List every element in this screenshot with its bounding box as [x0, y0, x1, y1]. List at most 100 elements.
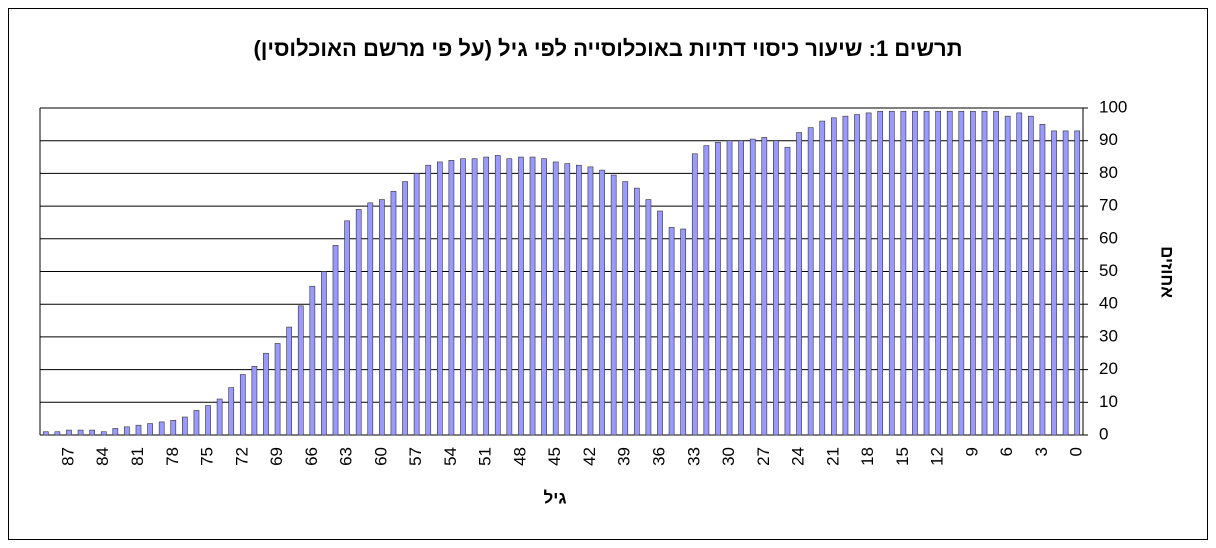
y-tick-label: 80 [1099, 163, 1118, 182]
bar [1004, 115, 1011, 436]
y-tick-label: 50 [1099, 261, 1118, 280]
x-tick-label: 54 [441, 447, 460, 466]
x-tick-label: 24 [789, 447, 808, 466]
y-axis-title: אחוזים [1158, 246, 1177, 298]
bar [1016, 112, 1023, 436]
bar [715, 142, 721, 436]
bar [552, 161, 559, 436]
y-tick-label: 40 [1099, 294, 1118, 313]
bar [228, 387, 235, 436]
x-tick-label: 57 [406, 447, 425, 466]
bar [819, 120, 826, 436]
bar [89, 429, 95, 436]
bar [912, 110, 918, 436]
x-tick-label: 60 [371, 447, 390, 466]
bar [518, 156, 524, 436]
bar [390, 191, 397, 436]
bar [413, 173, 420, 436]
bar [842, 115, 849, 436]
bar [773, 140, 779, 436]
y-tick-label: 70 [1099, 196, 1118, 215]
y-tick-label: 0 [1099, 424, 1108, 443]
x-tick-label: 9 [962, 447, 981, 456]
bar [1051, 130, 1057, 436]
bar [66, 429, 72, 436]
bar [935, 110, 941, 436]
bar [112, 428, 119, 436]
bar [286, 326, 293, 436]
bar [321, 271, 327, 436]
y-tick-label: 90 [1099, 130, 1118, 149]
bar [425, 164, 432, 436]
bar [379, 199, 385, 436]
bar [344, 220, 350, 436]
bar [865, 112, 872, 436]
x-tick-label: 51 [476, 447, 495, 466]
bar [355, 209, 362, 436]
bar [1074, 130, 1081, 436]
bar [958, 110, 965, 436]
bar [297, 305, 304, 436]
bar [541, 158, 547, 436]
bar [147, 423, 153, 436]
x-tick-label: 36 [649, 447, 668, 466]
bar [124, 426, 130, 436]
x-tick-label: 63 [337, 447, 356, 466]
bar [436, 161, 443, 436]
bar [332, 245, 339, 436]
x-tick-label: 3 [1032, 447, 1051, 456]
bar [100, 431, 107, 436]
bar [726, 140, 733, 436]
bar [784, 146, 791, 436]
bar [54, 431, 61, 436]
bar [645, 199, 652, 436]
bar [205, 405, 211, 436]
bar [483, 156, 490, 436]
x-tick-label: 42 [580, 447, 599, 466]
x-tick-label: 75 [198, 447, 217, 466]
x-tick-label: 21 [823, 447, 842, 466]
bar [970, 110, 976, 436]
bar [1062, 130, 1069, 436]
bar [749, 138, 756, 436]
bar [529, 156, 536, 436]
x-tick-label: 78 [163, 447, 182, 466]
x-tick-label: 72 [232, 447, 251, 466]
bar [170, 419, 177, 436]
x-tick-label: 84 [93, 447, 112, 466]
x-axis-title: גיל [544, 488, 567, 507]
bar [807, 127, 814, 436]
bar [193, 410, 200, 436]
bar [599, 169, 605, 436]
bar [576, 164, 582, 436]
x-tick-label: 66 [302, 447, 321, 466]
bar [923, 110, 930, 436]
x-tick-label: 81 [128, 447, 147, 466]
y-tick-label: 100 [1099, 97, 1127, 116]
bar [251, 366, 258, 436]
bar [506, 158, 513, 436]
bar [587, 166, 594, 436]
bar [402, 181, 408, 436]
x-tick-label: 18 [858, 447, 877, 466]
chart-title: תרשים 1: שיעור כיסוי דתיות באוכלוסייה לפ… [253, 36, 962, 61]
x-tick-label: 30 [719, 447, 738, 466]
bar [460, 158, 466, 436]
bar [703, 145, 710, 436]
bar [622, 181, 629, 436]
x-tick-label: 87 [58, 447, 77, 466]
chart-frame [8, 8, 1208, 540]
bar [448, 160, 455, 436]
bar [900, 110, 907, 436]
bar [471, 158, 478, 436]
bar [77, 429, 84, 436]
bar [263, 352, 269, 436]
bar [1039, 124, 1046, 436]
x-tick-label: 0 [1067, 447, 1086, 456]
bar [633, 187, 640, 436]
bar [830, 117, 837, 436]
x-tick-label: 69 [267, 447, 286, 466]
bar [668, 227, 675, 436]
bar [42, 431, 49, 436]
